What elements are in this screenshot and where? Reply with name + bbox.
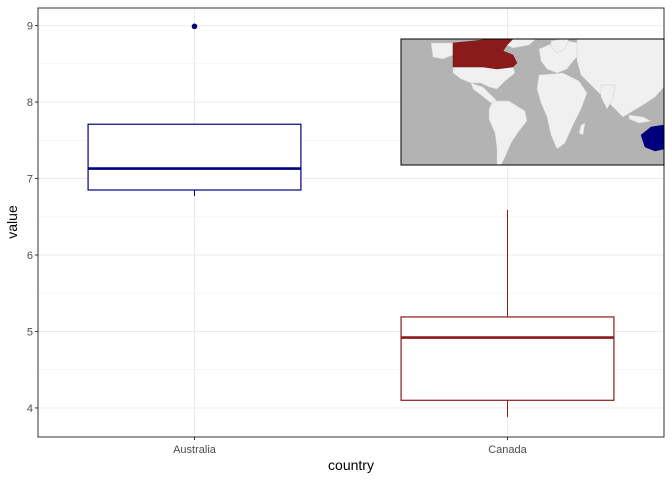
y-tick-label: 5 xyxy=(27,326,33,338)
map-land-south-america xyxy=(488,100,528,165)
map-land-alaska xyxy=(430,42,454,60)
box-australia xyxy=(87,23,302,197)
world-map-inset xyxy=(400,38,665,166)
map-land-madagascar xyxy=(578,122,586,136)
x-axis: Australia Canada xyxy=(173,437,528,456)
box-canada xyxy=(400,209,615,418)
y-axis-title: value xyxy=(4,205,20,239)
map-australia xyxy=(640,124,664,152)
boxes xyxy=(87,23,615,418)
box-iqr xyxy=(400,316,615,401)
outlier-point xyxy=(191,23,198,30)
inset-border xyxy=(400,38,665,166)
y-axis: 4 5 6 7 8 9 xyxy=(27,21,38,415)
y-tick-label: 9 xyxy=(27,21,33,33)
map-land-asia xyxy=(576,39,664,118)
panel-border xyxy=(37,7,665,438)
map-land-africa xyxy=(536,72,588,150)
x-axis-title: country xyxy=(328,457,374,473)
box-iqr xyxy=(87,123,302,191)
map-land-india xyxy=(600,84,616,110)
y-tick-label: 7 xyxy=(27,174,33,186)
map-canada xyxy=(452,39,518,70)
y-tick-label: 4 xyxy=(27,403,33,415)
x-tick-label: Canada xyxy=(488,444,527,456)
y-tick-label: 6 xyxy=(27,250,33,262)
map-land-scandinavia xyxy=(550,39,570,54)
x-tick-label: Australia xyxy=(173,444,217,456)
y-tick-label: 8 xyxy=(27,97,33,109)
map-land-usa xyxy=(452,66,516,90)
map-land-indonesia xyxy=(628,114,652,124)
